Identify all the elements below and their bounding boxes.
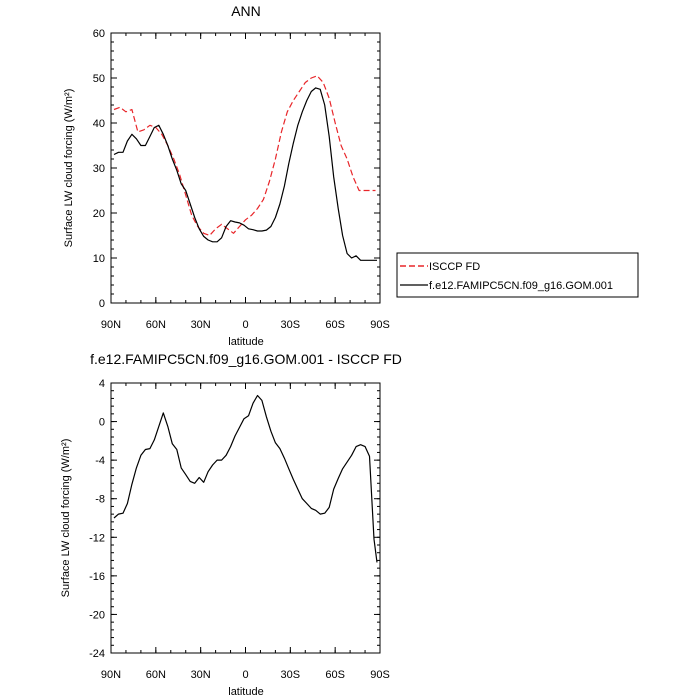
bottom-y-axis-title: Surface LW cloud forcing (W/m²): [60, 439, 72, 598]
bottom-x-tick-label: 60S: [325, 669, 345, 681]
bottom-x-tick-label: 0: [242, 669, 248, 681]
bottom-y-tick-label: -4: [95, 455, 105, 467]
top-x-tick-label: 60S: [325, 319, 345, 331]
top-y-axis: 0 10 20 30 40 50 60: [93, 28, 380, 310]
top-x-axis: 90N 60N 30N 0 30S 60S 90S: [101, 33, 390, 331]
top-y-tick-label: 20: [93, 208, 105, 220]
bottom-y-tick-label: -24: [89, 648, 105, 660]
top-x-axis-title: latitude: [228, 336, 263, 348]
top-y-tick-label: 40: [93, 118, 105, 130]
bottom-x-axis: 90N 60N 30N 0 30S 60S 90S: [101, 383, 390, 681]
legend-box: [396, 252, 639, 298]
bottom-x-tick-label: 30S: [281, 669, 301, 681]
bottom-chart-title: f.e12.FAMIPC5CN.f09_g16.GOM.001 - ISCCP …: [90, 351, 402, 367]
bottom-x-axis-title: latitude: [228, 686, 263, 698]
bottom-y-axis: 4 0 -4 -8 -12 -16 -20 -24: [89, 378, 380, 660]
legend-label-model: f.e12.FAMIPC5CN.f09_g16.GOM.001: [429, 280, 613, 292]
top-y-tick-label: 10: [93, 253, 105, 265]
bottom-x-tick-label: 90N: [101, 669, 121, 681]
top-plot-frame: [110, 32, 381, 304]
top-x-tick-label: 90S: [370, 319, 390, 331]
top-series-line-0: [113, 75, 376, 237]
top-x-tick-label: 30N: [191, 319, 211, 331]
top-y-tick-label: 30: [93, 163, 105, 175]
top-series: [113, 75, 377, 261]
bottom-y-tick-label: -16: [89, 571, 105, 583]
top-chart: ANN 0 10 20 30 40 50 60 90N 60N 30N 0 30S 60S 90S la…: [63, 3, 390, 348]
top-x-tick-label: 60N: [146, 319, 166, 331]
bottom-x-tick-label: 30N: [191, 669, 211, 681]
top-series-line-1: [113, 87, 377, 261]
bottom-y-tick-label: -12: [89, 532, 105, 544]
top-y-tick-label: 60: [93, 28, 105, 40]
top-x-tick-label: 30S: [281, 319, 301, 331]
bottom-x-tick-label: 60N: [146, 669, 166, 681]
legend: ISCCP FD f.e12.FAMIPC5CN.f09_g16.GOM.001: [396, 252, 639, 298]
bottom-series: [113, 394, 378, 563]
top-x-tick-label: 90N: [101, 319, 121, 331]
bottom-y-tick-label: -8: [95, 494, 105, 506]
bottom-y-tick-label: 4: [99, 378, 105, 390]
top-chart-title: ANN: [231, 3, 261, 19]
top-x-tick-label: 0: [242, 319, 248, 331]
legend-label-isccp: ISCCP FD: [429, 261, 480, 273]
top-y-tick-label: 0: [99, 298, 105, 310]
bottom-chart: f.e12.FAMIPC5CN.f09_g16.GOM.001 - ISCCP …: [60, 351, 402, 698]
bottom-series-line-0: [113, 394, 378, 563]
bottom-y-tick-label: 0: [99, 417, 105, 429]
top-y-tick-label: 50: [93, 73, 105, 85]
bottom-plot-frame: [110, 382, 381, 654]
bottom-x-tick-label: 90S: [370, 669, 390, 681]
top-y-axis-title: Surface LW cloud forcing (W/m²): [63, 89, 75, 248]
bottom-y-tick-label: -20: [89, 609, 105, 621]
